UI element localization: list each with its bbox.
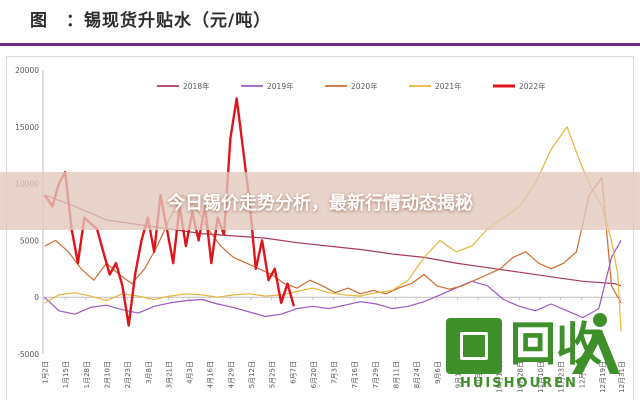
logo-person-icon: [572, 313, 620, 374]
logo-box-icon: [446, 318, 502, 374]
x-tick-label: 12月6日: [578, 361, 586, 388]
x-tick-label: 9月6日: [434, 361, 442, 384]
x-tick-label: 7月16日: [351, 361, 359, 388]
x-tick-label: 1月15日: [62, 361, 70, 388]
legend-label: 2018年: [183, 81, 210, 91]
x-tick-label: 1月2日: [42, 361, 50, 384]
headline-text: 今日锡价走势分析，最新行情动态揭秘: [167, 193, 473, 214]
x-tick-label: 10月2日: [475, 361, 483, 388]
legend-label: 2020年: [351, 81, 378, 91]
x-tick-label: 11月10日: [537, 361, 545, 393]
x-tick-label: 12月31日: [618, 361, 626, 393]
series-line-2019年: [44, 240, 622, 319]
title-rule: [0, 43, 640, 46]
x-tick-label: 10月15日: [496, 361, 504, 393]
x-tick-label: 6月7日: [289, 361, 297, 384]
x-tick-label: 3月21日: [165, 361, 173, 388]
series-line-2021年: [44, 126, 622, 332]
x-tick-label: 10月28日: [516, 361, 524, 393]
x-tick-label: 12月19日: [599, 361, 607, 393]
x-tick-label: 8月11日: [393, 361, 401, 388]
x-tick-label: 7月29日: [372, 361, 380, 388]
x-tick-label: 8月24日: [413, 361, 421, 388]
figure-title: 图 ：锡现货升贴水（元/吨）: [30, 11, 272, 31]
x-tick-label: 4月3日: [186, 361, 194, 384]
x-tick-label: 1月28日: [83, 361, 91, 388]
x-tick-label: 11月23日: [558, 361, 566, 393]
y-tick-label: 20000: [15, 66, 39, 75]
legend-label: 2021年: [435, 81, 462, 91]
x-tick-label: 5月25日: [269, 361, 277, 388]
figure-header: 图 ：锡现货升贴水（元/吨）: [0, 0, 640, 46]
x-tick-label: 9月19日: [454, 361, 462, 388]
watermark-logo: 回收 HUISHOUREN: [438, 312, 638, 400]
x-tick-label: 3月8日: [145, 361, 153, 384]
y-tick-label: 5000: [20, 236, 39, 245]
x-tick-label: 2月23日: [124, 361, 132, 388]
y-tick-label: 15000: [15, 123, 39, 132]
x-tick-label: 4月29日: [227, 361, 235, 388]
y-tick-label: 0: [34, 293, 39, 302]
legend-label: 2019年: [267, 81, 294, 91]
headline-banner: 今日锡价走势分析，最新行情动态揭秘: [0, 172, 640, 230]
x-tick-label: 7月3日: [331, 361, 339, 384]
x-tick-label: 5月12日: [248, 361, 256, 388]
x-tick-label: 2月10日: [104, 361, 112, 388]
x-tick-label: 6月20日: [310, 361, 318, 388]
x-tick-label: 4月16日: [207, 361, 215, 388]
legend-label: 2022年: [519, 81, 546, 91]
logo-subtext: HUISHOUREN: [460, 376, 578, 391]
y-tick-label: -5000: [17, 350, 39, 359]
series-line-2020年: [44, 177, 622, 304]
